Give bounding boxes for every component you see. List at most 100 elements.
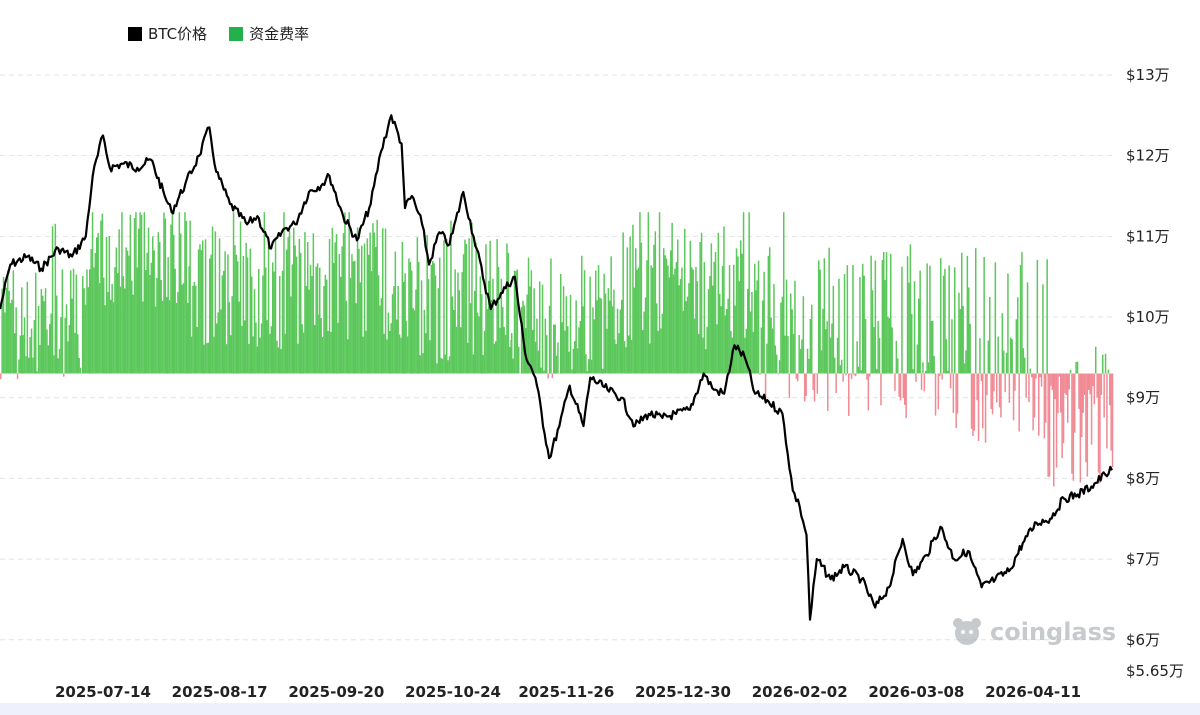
funding-bar-positive <box>401 241 404 374</box>
funding-bar-positive <box>117 273 119 374</box>
funding-bar-negative <box>1079 373 1082 483</box>
funding-bar-positive <box>334 242 336 374</box>
funding-bar-positive <box>249 248 252 374</box>
funding-bar-negative <box>1032 373 1034 431</box>
funding-bar-positive <box>740 240 742 374</box>
funding-bar-positive <box>197 249 200 374</box>
funding-bar-positive <box>526 294 528 374</box>
funding-bar-negative <box>899 373 902 401</box>
funding-bar-positive <box>560 274 562 374</box>
funding-bar-negative <box>976 373 978 401</box>
funding-bar-negative <box>813 373 816 402</box>
funding-bar-positive <box>578 327 580 374</box>
funding-bar-positive <box>19 335 22 374</box>
funding-bar-positive <box>312 233 315 374</box>
funding-bar-positive <box>857 366 860 374</box>
funding-bar-positive <box>733 264 735 374</box>
funding-bar-positive <box>204 239 207 374</box>
funding-bar-positive <box>919 270 921 374</box>
funding-bar-positive <box>302 332 305 374</box>
funding-bar-positive <box>801 339 803 374</box>
funding-bar-positive <box>1095 346 1097 374</box>
funding-bar-positive <box>954 267 956 374</box>
funding-bar-positive <box>871 290 874 374</box>
funding-bar-positive <box>150 262 153 374</box>
funding-bar-negative <box>853 373 856 376</box>
funding-bar-positive <box>834 357 836 374</box>
legend-item-btc-price[interactable]: BTC价格 <box>128 23 207 44</box>
funding-bar-negative <box>902 373 905 398</box>
funding-bar-positive <box>592 307 594 374</box>
funding-bar-positive <box>409 261 412 374</box>
funding-bar-negative <box>1086 373 1089 477</box>
funding-bar-positive <box>766 343 768 374</box>
funding-bar-positive <box>97 233 99 374</box>
funding-bar-positive <box>464 239 466 374</box>
funding-bar-positive <box>516 269 519 374</box>
funding-bar-positive <box>248 343 250 374</box>
funding-bar-positive <box>702 337 704 374</box>
funding-bar-positive <box>527 257 530 374</box>
funding-bar-positive <box>667 265 669 374</box>
funding-bar-positive <box>885 252 888 374</box>
funding-bar-positive <box>1019 264 1022 374</box>
funding-bar-positive <box>280 349 282 374</box>
funding-bar-positive <box>767 255 770 374</box>
funding-bar-positive <box>909 244 912 374</box>
funding-bar-positive <box>405 320 407 374</box>
funding-bar-positive <box>12 270 15 374</box>
funding-bar-positive <box>84 304 87 374</box>
funding-bar-positive <box>237 261 239 374</box>
funding-bar-positive <box>159 241 161 374</box>
funding-bar-negative <box>1106 373 1108 449</box>
funding-bar-negative <box>972 373 974 436</box>
funding-bar-positive <box>320 318 322 374</box>
funding-bar-positive <box>823 258 826 374</box>
funding-bar-positive <box>100 220 102 374</box>
funding-bar-positive <box>437 288 440 374</box>
funding-bar-positive <box>118 229 120 374</box>
funding-bar-positive <box>455 326 458 374</box>
funding-bar-positive <box>619 309 622 374</box>
funding-bar-positive <box>672 274 675 374</box>
funding-bar-negative <box>867 373 870 411</box>
funding-bar-positive <box>925 370 927 374</box>
funding-bar-negative <box>848 373 850 416</box>
funding-bar-positive <box>195 285 197 374</box>
funding-bar-positive <box>705 349 707 374</box>
funding-bar-positive <box>492 278 494 374</box>
funding-bar-positive <box>415 289 417 374</box>
funding-bar-positive <box>610 256 612 374</box>
funding-bar-positive <box>607 288 610 374</box>
funding-bar-negative <box>894 373 896 391</box>
funding-bar-positive <box>81 372 83 374</box>
funding-bar-positive <box>307 242 309 374</box>
funding-bar-positive <box>852 264 854 374</box>
funding-bar-positive <box>497 266 500 374</box>
funding-bar-negative <box>0 373 2 380</box>
funding-bar-positive <box>246 257 249 374</box>
funding-bar-negative <box>1074 373 1076 433</box>
funding-bar-positive <box>582 306 584 374</box>
legend-item-funding-rate[interactable]: 资金费率 <box>229 23 309 44</box>
funding-bar-positive <box>595 270 597 374</box>
funding-bar-positive <box>660 328 662 374</box>
funding-bar-positive <box>636 269 638 374</box>
funding-bar-negative <box>1031 373 1033 378</box>
funding-bar-positive <box>540 367 542 374</box>
funding-bar-positive <box>533 288 535 374</box>
funding-bar-positive <box>429 340 431 374</box>
funding-bar-positive <box>649 343 651 374</box>
funding-bar-positive <box>433 263 435 374</box>
funding-bar-negative <box>1081 373 1083 438</box>
funding-bar-positive <box>461 272 463 374</box>
funding-bar-positive <box>596 300 598 374</box>
funding-bar-positive <box>983 257 985 374</box>
funding-bar-positive <box>689 240 692 374</box>
funding-bar-positive <box>86 269 88 374</box>
funding-bar-positive <box>199 244 201 374</box>
funding-bar-positive <box>809 319 812 374</box>
funding-bar-positive <box>287 237 289 374</box>
funding-bar-positive <box>654 231 657 374</box>
funding-bar-positive <box>887 316 889 374</box>
